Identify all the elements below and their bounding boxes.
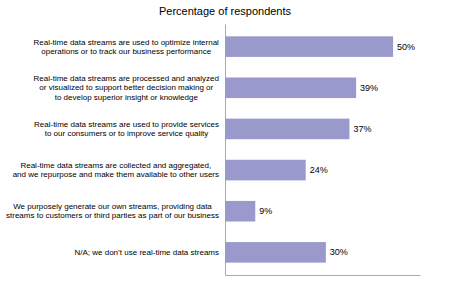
category-label: Real-time data streams are used to optim… bbox=[33, 38, 219, 56]
data-label: 24% bbox=[310, 165, 328, 175]
bar bbox=[225, 77, 356, 98]
category-label-line: or visualized to support better decision… bbox=[39, 83, 213, 92]
category-label-line: Real-time data streams are used to optim… bbox=[33, 38, 219, 47]
y-axis-line bbox=[225, 25, 226, 276]
data-label: 30% bbox=[330, 247, 348, 257]
bar bbox=[225, 242, 326, 263]
category-label: Real-time data streams are processed and… bbox=[34, 74, 219, 101]
chart-svg: Percentage of respondents Real-time data … bbox=[0, 0, 450, 285]
category-label-line: Real-time data streams are processed and… bbox=[34, 74, 219, 83]
category-label-line: Real-time data streams are used to provi… bbox=[34, 120, 219, 129]
data-label: 9% bbox=[259, 206, 272, 216]
data-label: 50% bbox=[397, 42, 415, 52]
category-label: We purposely generate our own streams, p… bbox=[6, 202, 219, 220]
chart-title: Percentage of respondents bbox=[159, 5, 292, 17]
x-axis-line bbox=[226, 275, 421, 276]
plot-area: 50% 39% 37% 24% 9% 30% bbox=[225, 36, 421, 275]
category-label-line: and we repurpose and make them available… bbox=[13, 170, 219, 179]
category-label-line: streams to customers or third parties as… bbox=[6, 211, 219, 220]
chart-container: Percentage of respondents Real-time data … bbox=[0, 0, 450, 285]
category-label-line: to our consumers or to improve service q… bbox=[45, 129, 209, 138]
category-label-line: Real-time data streams are collected and… bbox=[20, 161, 211, 170]
y-tick: We purposely generate our own streams, p… bbox=[6, 202, 219, 220]
bar bbox=[225, 36, 393, 57]
y-tick: Real-time data streams are collected and… bbox=[13, 161, 219, 179]
data-label: 37% bbox=[353, 124, 371, 134]
category-label: N/A; we don’t use real-time data streams bbox=[74, 248, 219, 257]
y-tick: Real-time data streams are used to provi… bbox=[34, 120, 219, 138]
data-labels: 50% 39% 37% 24% 9% 30% bbox=[259, 42, 415, 258]
y-axis: Real-time data streams are used to optim… bbox=[6, 25, 225, 276]
y-tick: Real-time data streams are used to optim… bbox=[33, 38, 219, 56]
bar bbox=[225, 119, 349, 140]
category-label-line: operations or to track our business perf… bbox=[41, 47, 211, 56]
y-tick: N/A; we don’t use real-time data streams bbox=[74, 248, 219, 257]
bars bbox=[225, 36, 393, 262]
category-label: Real-time data streams are used to provi… bbox=[34, 120, 219, 138]
category-label-line: N/A; we don’t use real-time data streams bbox=[74, 248, 219, 257]
category-label: Real-time data streams are collected and… bbox=[13, 161, 219, 179]
x-axis bbox=[226, 275, 421, 276]
category-label-line: to develop superior insight or knowledge bbox=[55, 93, 199, 102]
bar bbox=[225, 201, 255, 222]
category-label-line: We purposely generate our own streams, p… bbox=[13, 202, 212, 211]
y-tick: Real-time data streams are processed and… bbox=[34, 74, 219, 101]
data-label: 39% bbox=[360, 83, 378, 93]
bar bbox=[225, 160, 306, 181]
